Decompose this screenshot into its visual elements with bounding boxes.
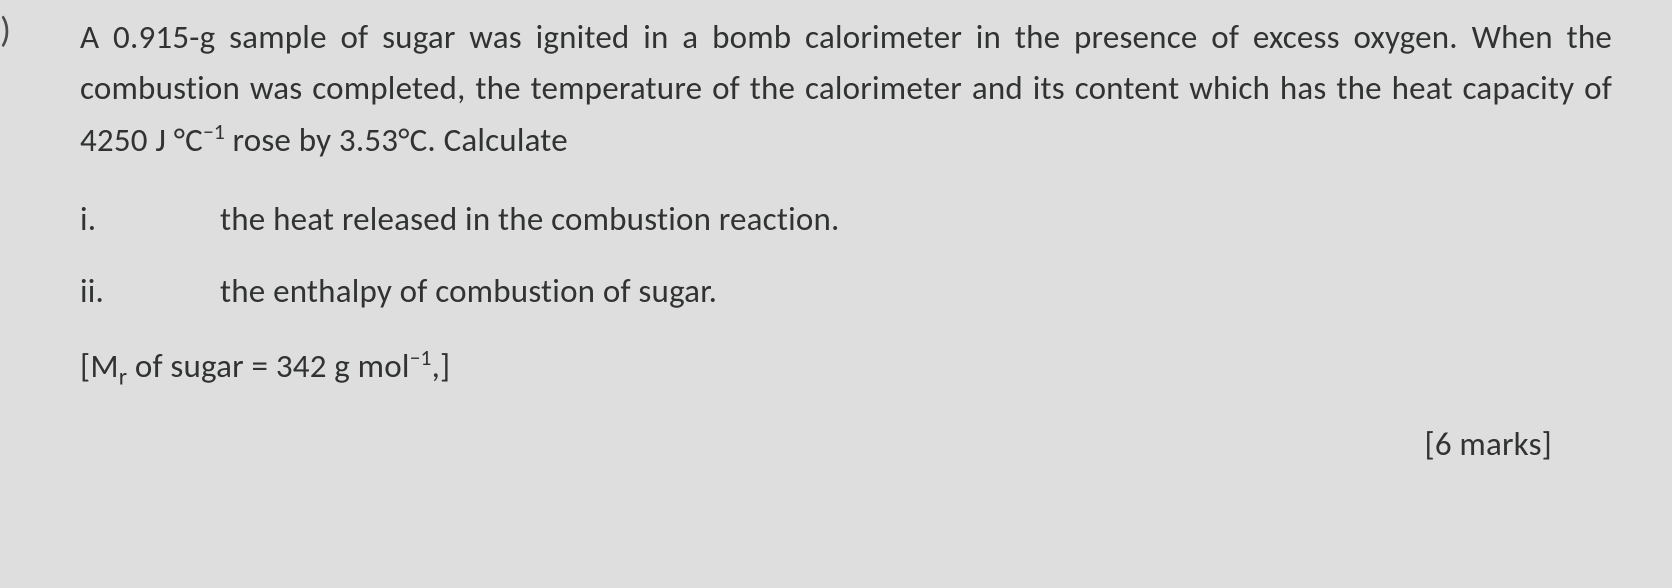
- subpart-label: ii.: [80, 266, 220, 317]
- subpart-text: the heat released in the combustion reac…: [220, 194, 840, 245]
- subpart-label: i.: [80, 194, 220, 245]
- mr-subscript-r: r: [119, 363, 127, 392]
- subparts-list: i. the heat released in the combustion r…: [80, 194, 1612, 317]
- question-paragraph: A 0.915-g sample of sugar was ignited in…: [80, 12, 1612, 166]
- subpart-item: i. the heat released in the combustion r…: [80, 194, 1612, 245]
- paragraph-part-2: rose by 3.53°C. Calculate: [225, 120, 568, 160]
- marks-allocation: [6 marks]: [80, 419, 1612, 470]
- mr-close: ,]: [432, 346, 451, 386]
- question-paren-mark: ): [0, 8, 11, 52]
- subpart-item: ii. the enthalpy of combustion of sugar.: [80, 266, 1612, 317]
- subpart-text: the enthalpy of combustion of sugar.: [220, 266, 717, 317]
- exponent-neg-1: −1: [203, 119, 225, 145]
- mr-open: [M: [80, 346, 119, 386]
- question-content: A 0.915-g sample of sugar was ignited in…: [0, 0, 1672, 490]
- mr-mid: of sugar = 342 g mol: [127, 346, 409, 386]
- mr-exponent-neg-1: −1: [410, 345, 432, 371]
- molar-mass-line: [Mr of sugar = 342 g mol−1,]: [80, 341, 1612, 392]
- degree-c-unit: °C: [174, 120, 203, 160]
